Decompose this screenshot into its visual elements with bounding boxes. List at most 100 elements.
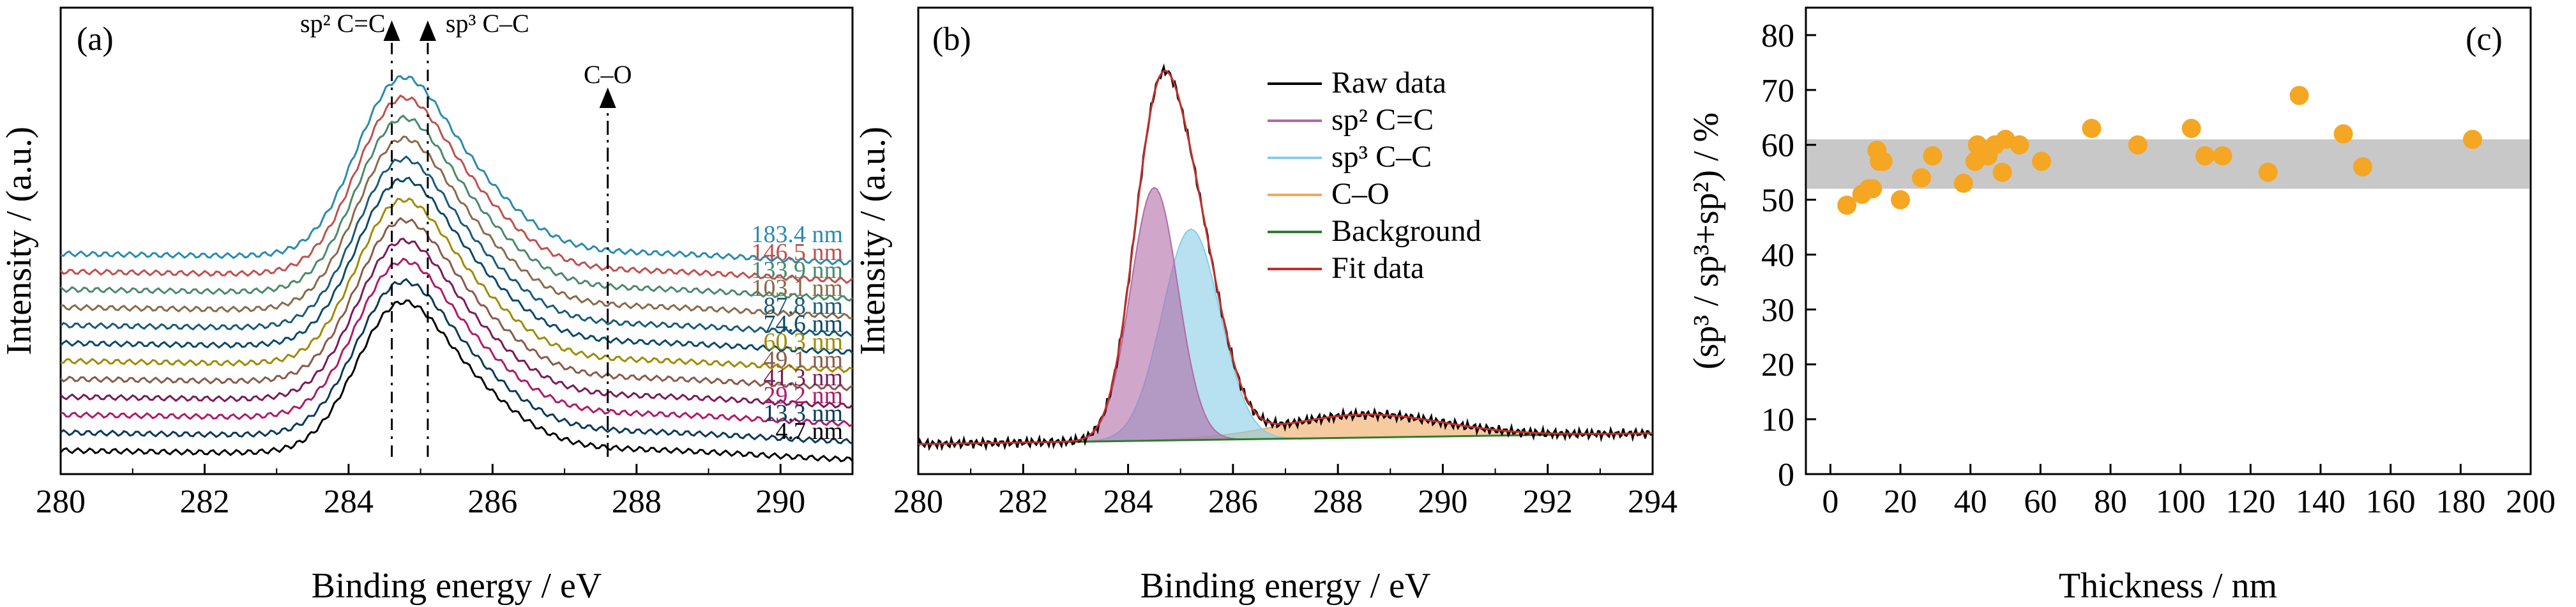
- scatter-point: [2181, 118, 2201, 138]
- scatter-point: [1873, 151, 1893, 171]
- spectra-a: [59, 75, 854, 463]
- scatter-point: [1953, 173, 1973, 193]
- plot-frame-b: [917, 6, 1654, 475]
- x-tick-label-b: 282: [998, 484, 1048, 520]
- spectrum-line: [59, 299, 854, 463]
- x-tick-label-b: 286: [1208, 484, 1258, 520]
- spectrum-label: 60.3 nm: [763, 328, 843, 355]
- x-tick-label-c: 40: [1954, 484, 1987, 520]
- peak-label: sp² C=C: [300, 9, 385, 38]
- y-tick-label-c: 40: [1761, 237, 1794, 273]
- x-axis-label-c: Thickness / nm: [2059, 566, 2277, 606]
- y-axis-label-c-text: (sp³ / sp³+sp²) / %: [1686, 112, 1726, 369]
- spectrum-label: 133.9 nm: [751, 257, 843, 284]
- spectrum-line: [60, 277, 853, 445]
- spectrum-label: 146.5 nm: [751, 239, 843, 266]
- spectrum-label: 49.1 nm: [763, 346, 843, 373]
- spectrum-line: [60, 257, 853, 427]
- scatter-point: [1891, 190, 1911, 210]
- data-points-c: [1837, 86, 2482, 215]
- y-tick-label-c: 10: [1761, 402, 1794, 438]
- x-tick-label-a: 290: [755, 484, 805, 520]
- y-tick-label-c: 60: [1761, 128, 1794, 164]
- x-axis-b: 280 282 284 286 288 290 292 294: [893, 464, 1678, 520]
- y-axis-label-b: Intensity / (a.u.): [853, 127, 893, 355]
- legend-label: C–O: [1331, 177, 1390, 211]
- x-tick-label-c: 160: [2366, 484, 2416, 520]
- spectrum-line: [60, 75, 853, 266]
- scatter-point: [2352, 157, 2372, 177]
- y-tick-label-c: 50: [1761, 183, 1794, 219]
- x-tick-label-a: 284: [324, 484, 374, 520]
- peak-label: C–O: [584, 60, 632, 89]
- plot-frame-a: [59, 6, 854, 475]
- scatter-point: [2289, 86, 2309, 105]
- spectrum-label: 29.2 nm: [763, 382, 843, 409]
- scatter-point: [2082, 118, 2102, 138]
- plot-frame-c: [1805, 6, 2532, 475]
- axes-c: 0 20 40 60 80 100 120 140 160 180 200 0 10 20 30 40 50 60…: [1761, 18, 2556, 520]
- spectrum-label: 87.8 nm: [763, 293, 843, 319]
- spectrum-label: 4.7 nm: [775, 418, 843, 445]
- x-axis-label-a: Binding energy / eV: [312, 566, 602, 606]
- fit-component-area: [918, 228, 1653, 445]
- scatter-point: [2258, 162, 2278, 182]
- scatter-point: [2010, 135, 2029, 155]
- x-tick-label-c: 180: [2436, 484, 2485, 520]
- y-tick-label-c: 80: [1761, 18, 1794, 54]
- peak-label: sp³ C–C: [446, 9, 529, 38]
- x-tick-label-b: 284: [1103, 484, 1153, 520]
- arrow-head: [419, 20, 436, 41]
- scatter-point: [2462, 130, 2482, 150]
- scatter-point: [1992, 162, 2012, 182]
- spectrum-line: [59, 94, 854, 284]
- x-tick-label-b: 294: [1628, 484, 1678, 520]
- arrow-head: [383, 20, 400, 41]
- x-tick-label-b: 290: [1418, 484, 1467, 520]
- x-tick-label-b: 288: [1313, 484, 1363, 520]
- x-tick-label-c: 120: [2225, 484, 2275, 520]
- y-tick-label-c: 20: [1761, 347, 1794, 383]
- x-tick-label-c: 100: [2156, 484, 2206, 520]
- spectrum-label: 183.4 nm: [751, 221, 843, 248]
- scatter-point: [2213, 146, 2232, 165]
- x-tick-label-c: 140: [2296, 484, 2345, 520]
- panel-c: 0 20 40 60 80 100 120 140 160 180 200 0 10 20 30 40 50 60…: [1686, 6, 2556, 606]
- legend-label: Raw data: [1331, 66, 1446, 100]
- spectrum-line: [59, 114, 854, 302]
- scatter-point: [1923, 146, 1943, 165]
- x-tick-label-a: 286: [467, 484, 517, 520]
- legend-label: Background: [1331, 214, 1481, 248]
- x-tick-label-a: 282: [179, 484, 229, 520]
- scatter-point: [2333, 124, 2353, 144]
- scatter-point: [2128, 135, 2148, 155]
- peak-markers-a: sp² C=C sp³ C–C C–O: [300, 9, 632, 457]
- raw-data-line: [917, 63, 1653, 452]
- fit-data-line: [918, 70, 1652, 445]
- panel-label-b: (b): [932, 21, 971, 58]
- spectrum-line: [59, 217, 853, 392]
- scatter-point: [1837, 196, 1857, 215]
- x-tick-label-a: 288: [612, 484, 662, 520]
- spectrum-line: [59, 237, 854, 409]
- x-tick-label-c: 60: [2024, 484, 2057, 520]
- y-tick-label-c: 70: [1761, 73, 1794, 109]
- spectrum-label: 103.1 nm: [751, 275, 843, 302]
- spectrum-label: 41.3 nm: [763, 364, 843, 391]
- spectrum-line: [59, 155, 853, 338]
- spectrum-label: 74.6 nm: [763, 311, 843, 337]
- x-tick-label-c: 0: [1822, 484, 1838, 520]
- x-axis-label-b: Binding energy / eV: [1140, 566, 1431, 606]
- legend-label: sp³ C–C: [1331, 140, 1432, 174]
- panel-label-c: (c): [2466, 21, 2503, 58]
- x-tick-label-c: 200: [2506, 484, 2556, 520]
- y-tick-label-c: 0: [1778, 457, 1794, 493]
- y-tick-label-c: 30: [1761, 292, 1794, 328]
- spectrum-line: [59, 176, 854, 355]
- spectrum-line: [60, 135, 853, 319]
- arrow-head: [599, 88, 616, 108]
